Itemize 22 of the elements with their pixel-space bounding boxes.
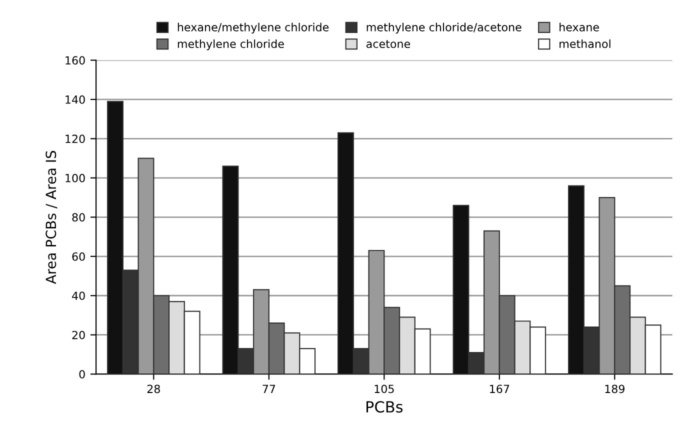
x-tick-label: 189 — [605, 384, 624, 394]
legend-label: methylene chloride/acetone — [366, 22, 522, 34]
y-tick-label: 40 — [72, 292, 85, 300]
x-tick-label: 167 — [490, 384, 510, 394]
x-tick-label: 105 — [374, 384, 394, 394]
legend-label: hexane — [560, 22, 599, 32]
y-axis-title: Area PCBs / Area IS — [46, 150, 58, 284]
y-tick-label: 140 — [66, 95, 85, 104]
y-tick-label: 60 — [72, 252, 85, 261]
y-tick-label: 80 — [72, 213, 85, 222]
legend-label: methylene chloride — [178, 39, 284, 50]
x-tick-label: 77 — [262, 384, 276, 393]
y-tick-label: 120 — [66, 134, 85, 144]
y-tick-label: 160 — [66, 56, 85, 65]
y-tick-label: 20 — [72, 330, 85, 340]
y-tick-label: 100 — [66, 174, 85, 182]
legend-label: methanol — [560, 39, 610, 48]
x-tick-label: 28 — [147, 384, 160, 394]
legend-label: hexane/methylene chloride — [178, 22, 329, 34]
y-tick-label: 0 — [79, 370, 85, 378]
x-axis-title: PCBs — [366, 401, 403, 413]
legend-label: acetone — [366, 40, 410, 48]
